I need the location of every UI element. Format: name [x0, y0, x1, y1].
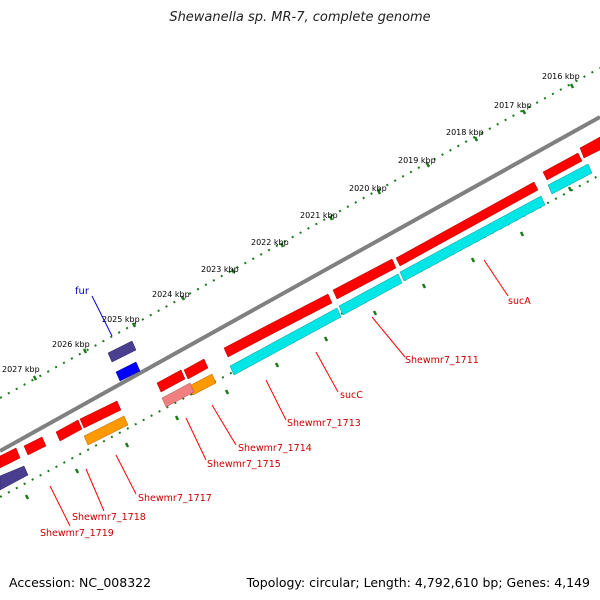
gene-label-1711: Shewmr7_1711	[405, 355, 479, 366]
inner-major-ticks	[24, 186, 573, 500]
kbp-label-2027: 2027 kbp	[2, 365, 40, 374]
gene-label-1717: Shewmr7_1717	[138, 493, 212, 504]
gene-cyan-3[interactable]	[338, 273, 403, 316]
gene-label-1719: Shewmr7_1719	[40, 528, 114, 539]
outer-major-ticks	[32, 83, 575, 381]
gene-label-fur: fur	[75, 286, 90, 297]
topology-text: Topology: circular; Length: 4,792,610 bp…	[246, 575, 590, 590]
gene-label-sucC: sucC	[340, 390, 363, 401]
gene-red-10[interactable]	[23, 436, 47, 456]
kbp-label-2018: 2018 kbp	[446, 128, 484, 137]
misc-genes	[0, 340, 217, 491]
gene-label-1718: Shewmr7_1718	[72, 512, 146, 523]
gene-label-1713: Shewmr7_1713	[287, 418, 361, 429]
backbone-line	[0, 115, 600, 453]
gene-red-6[interactable]	[183, 358, 209, 380]
outer-ruler	[0, 67, 600, 399]
fur-leader-line	[91, 295, 113, 337]
gene-fur[interactable]	[115, 361, 141, 382]
kbp-label-2025: 2025 kbp	[102, 315, 140, 324]
gene-red-7[interactable]	[156, 369, 186, 393]
kbp-labels: 2016 kbp 2017 kbp 2018 kbp 2019 kbp 2020…	[2, 72, 580, 374]
reverse-genes	[229, 163, 593, 376]
gene-label-1714: Shewmr7_1714	[238, 443, 312, 454]
gene-pink-1[interactable]	[161, 382, 195, 408]
kbp-label-2016: 2016 kbp	[542, 72, 580, 81]
gene-cyan-4[interactable]	[229, 307, 342, 376]
kbp-label-2020: 2020 kbp	[349, 184, 387, 193]
kbp-label-2021: 2021 kbp	[300, 211, 338, 220]
map-title: Shewanella sp. MR-7, complete genome	[169, 10, 431, 25]
accession-text: Accession: NC_008322	[9, 575, 152, 590]
gene-red-8[interactable]	[79, 400, 122, 429]
gene-cyan-1[interactable]	[399, 195, 546, 282]
kbp-label-2019: 2019 kbp	[398, 156, 436, 165]
kbp-label-2022: 2022 kbp	[251, 238, 289, 247]
gene-orange-2[interactable]	[83, 415, 129, 446]
gene-red-9[interactable]	[55, 419, 83, 442]
gene-red-3[interactable]	[332, 258, 397, 300]
gene-label-sucA: sucA	[508, 296, 531, 307]
kbp-label-2017: 2017 kbp	[494, 101, 532, 110]
kbp-label-2026: 2026 kbp	[52, 340, 90, 349]
forward-genes	[0, 136, 600, 469]
gene-slate-1[interactable]	[107, 340, 137, 363]
gene-label-1715: Shewmr7_1715	[207, 459, 281, 470]
gene-red-5[interactable]	[223, 324, 273, 358]
gene-cyan-2[interactable]	[547, 163, 593, 195]
gene-red-2[interactable]	[579, 136, 600, 159]
kbp-label-2023: 2023 kbp	[201, 265, 239, 274]
gene-red-11[interactable]	[0, 447, 21, 469]
leader-lines	[49, 259, 509, 527]
gene-sucA-region[interactable]	[395, 181, 539, 267]
gene-red-1[interactable]	[542, 152, 583, 181]
kbp-label-2024: 2024 kbp	[152, 290, 190, 299]
gene-slate-2[interactable]	[0, 465, 29, 491]
